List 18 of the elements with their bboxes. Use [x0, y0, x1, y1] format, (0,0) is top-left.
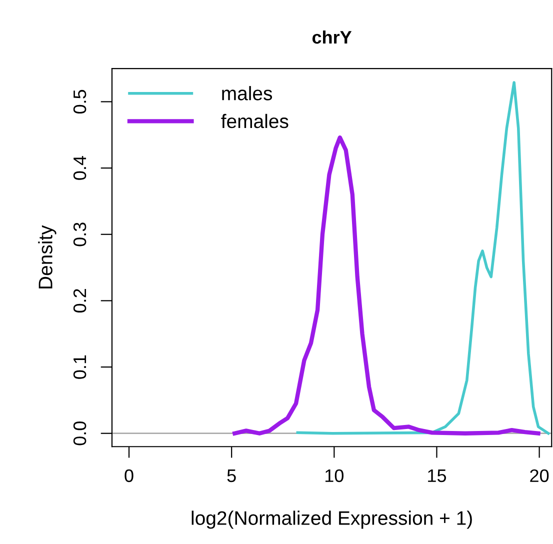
y-tick-label: 0.4 — [73, 156, 86, 180]
legend-label: males — [222, 86, 272, 100]
x-tick-label: 10 — [325, 469, 344, 482]
y-tick-label: 0.2 — [73, 289, 86, 313]
x-tick-label: 15 — [428, 470, 446, 482]
x-axis-title: log2(Normalized Expression + 1) — [192, 510, 472, 529]
chart-title: chrY — [312, 30, 352, 44]
line-series — [296, 81, 550, 435]
y-tick-label: 0.3 — [73, 222, 86, 246]
y-axis-title: Density — [38, 225, 56, 288]
y-tick-label: 0.5 — [73, 90, 86, 114]
x-tick-label: 5 — [227, 470, 236, 482]
legend-label: females — [221, 114, 288, 128]
x-tick-label: 20 — [530, 469, 549, 482]
x-tick-label: 0 — [124, 469, 134, 482]
line-series — [232, 135, 540, 436]
y-tick-label: 0.0 — [73, 422, 86, 446]
y-tick-label: 0.1 — [73, 355, 86, 379]
